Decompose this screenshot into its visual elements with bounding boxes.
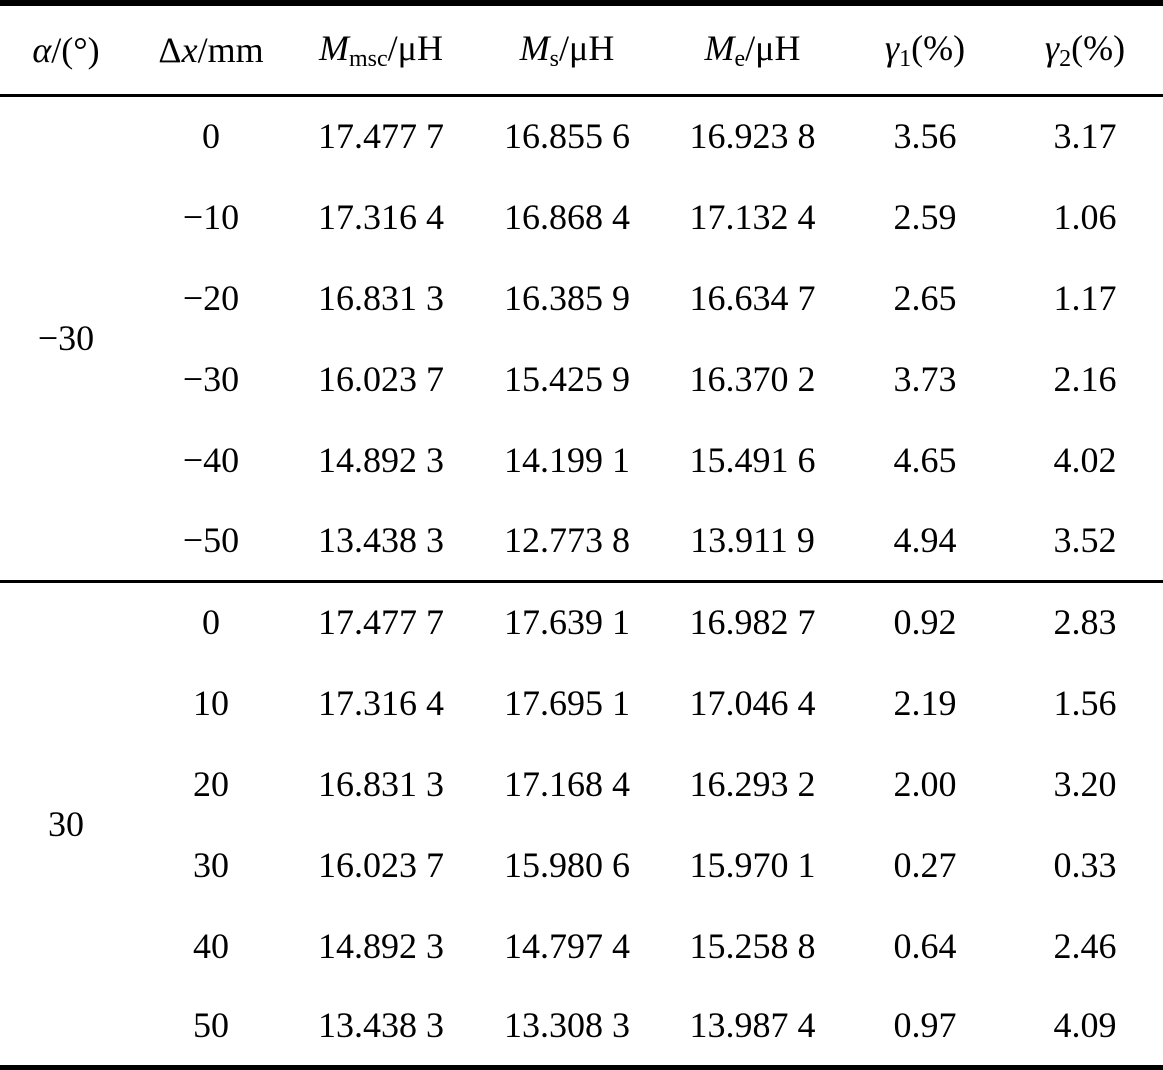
gamma-1-cell: 2.19 xyxy=(893,682,957,723)
gamma-1-cell: 3.73 xyxy=(893,358,957,399)
gamma-2-cell: 1.56 xyxy=(1053,682,1117,723)
delta-x-cell: −10 xyxy=(182,196,240,237)
group-negative: −30 0 17.477 7 16.855 6 16.923 8 3.56 3.17 −10 1… xyxy=(0,95,1163,583)
gamma-2-cell: 3.17 xyxy=(1053,116,1117,157)
m-e-cell: 16.923 8 xyxy=(689,116,816,157)
delta-x-cell: 30 xyxy=(193,844,229,885)
m-s-cell: 14.199 1 xyxy=(504,439,630,480)
gamma-1-cell: 0.97 xyxy=(843,986,1007,1070)
header-gamma-2: γ2(%) xyxy=(1007,0,1163,97)
table-row: 10 17.316 4 17.695 1 17.046 4 2.19 1.56 xyxy=(0,662,1163,743)
m-e-cell: 15.258 8 xyxy=(689,925,816,966)
gamma-2-cell: 4.09 xyxy=(1007,986,1163,1070)
gamma-1-cell: 3.56 xyxy=(893,116,957,157)
m-e-cell: 16.293 2 xyxy=(689,763,816,804)
m-s-cell: 13.308 3 xyxy=(472,986,662,1070)
table-row: 30 16.023 7 15.980 6 15.970 1 0.27 0.33 xyxy=(0,824,1163,905)
table-row: −10 17.316 4 16.868 4 17.132 4 2.59 1.06 xyxy=(0,176,1163,257)
gamma-2-cell: 1.06 xyxy=(1053,196,1117,237)
m-msc-cell: 13.438 3 xyxy=(290,500,472,583)
m-e-cell: 16.982 7 xyxy=(689,602,816,643)
gamma-2-cell: 3.52 xyxy=(1007,500,1163,583)
gamma-2-cell: 2.83 xyxy=(1053,602,1117,643)
m-e-cell: 17.132 4 xyxy=(689,196,816,237)
m-s-cell: 15.980 6 xyxy=(504,844,630,885)
delta-x-cell: 50 xyxy=(132,986,290,1070)
m-msc-cell: 14.892 3 xyxy=(318,925,444,966)
m-s-cell: 17.168 4 xyxy=(504,763,630,804)
m-msc-cell: 17.477 7 xyxy=(318,602,444,643)
m-e-cell: 15.970 1 xyxy=(689,844,816,885)
m-s-cell: 17.639 1 xyxy=(504,602,630,643)
m-msc-cell: 17.316 4 xyxy=(318,682,444,723)
m-s-cell: 16.868 4 xyxy=(504,196,630,237)
delta-x-cell: 10 xyxy=(193,682,229,723)
table-row: −30 0 17.477 7 16.855 6 16.923 8 3.56 3.17 xyxy=(0,95,1163,583)
m-e-cell: 17.046 4 xyxy=(689,682,816,723)
alpha-cell: −30 xyxy=(0,95,132,583)
m-msc-cell: 13.438 3 xyxy=(290,986,472,1070)
delta-x-cell: −50 xyxy=(132,500,290,583)
header-m-s: Ms/μH xyxy=(472,0,662,97)
m-s-cell: 12.773 8 xyxy=(472,500,662,583)
header-delta-x: Δx/mm xyxy=(132,0,290,97)
delta-x-cell: −40 xyxy=(182,439,240,480)
gamma-1-cell: 0.64 xyxy=(893,925,957,966)
m-msc-cell: 16.023 7 xyxy=(318,844,444,885)
m-msc-cell: 14.892 3 xyxy=(318,439,444,480)
delta-x-cell: −20 xyxy=(182,277,240,318)
m-s-cell: 15.425 9 xyxy=(504,358,630,399)
m-s-cell: 17.695 1 xyxy=(504,682,630,723)
table-row: −30 16.023 7 15.425 9 16.370 2 3.73 2.16 xyxy=(0,338,1163,419)
delta-x-cell: 20 xyxy=(193,763,229,804)
m-e-cell: 13.911 9 xyxy=(662,500,843,583)
m-msc-cell: 16.831 3 xyxy=(318,763,444,804)
delta-x-cell: 0 xyxy=(202,602,220,643)
m-s-cell: 16.855 6 xyxy=(504,116,630,157)
table-row: −40 14.892 3 14.199 1 15.491 6 4.65 4.02 xyxy=(0,419,1163,500)
gamma-1-cell: 4.65 xyxy=(893,439,957,480)
header-row: α/(°) Δx/mm Mmsc/μH Ms/μH Me/μH γ1(%) γ2(%) xyxy=(0,0,1163,97)
m-e-cell: 15.491 6 xyxy=(689,439,816,480)
group-positive: 30 0 17.477 7 17.639 1 16.982 7 0.92 2.83 10 17.… xyxy=(0,581,1163,1070)
m-s-cell: 14.797 4 xyxy=(504,925,630,966)
m-s-cell: 16.385 9 xyxy=(504,277,630,318)
gamma-2-cell: 1.17 xyxy=(1053,277,1117,318)
table-row: 40 14.892 3 14.797 4 15.258 8 0.64 2.46 xyxy=(0,905,1163,986)
gamma-2-cell: 4.02 xyxy=(1053,439,1117,480)
table-row: −50 13.438 3 12.773 8 13.911 9 4.94 3.52 xyxy=(0,500,1163,583)
delta-x-cell: 0 xyxy=(202,116,220,157)
delta-x-cell: 40 xyxy=(193,925,229,966)
table-row: 20 16.831 3 17.168 4 16.293 2 2.00 3.20 xyxy=(0,743,1163,824)
gamma-2-cell: 0.33 xyxy=(1053,844,1117,885)
gamma-1-cell: 0.27 xyxy=(893,844,957,885)
table-row: 30 0 17.477 7 17.639 1 16.982 7 0.92 2.83 xyxy=(0,581,1163,1070)
table-row: 50 13.438 3 13.308 3 13.987 4 0.97 4.09 xyxy=(0,986,1163,1070)
gamma-1-cell: 0.92 xyxy=(893,602,957,643)
m-e-cell: 13.987 4 xyxy=(662,986,843,1070)
gamma-1-cell: 2.00 xyxy=(893,763,957,804)
gamma-1-cell: 4.94 xyxy=(843,500,1007,583)
delta-x-cell: −30 xyxy=(182,358,240,399)
m-msc-cell: 16.023 7 xyxy=(318,358,444,399)
m-e-cell: 16.634 7 xyxy=(689,277,816,318)
header-alpha: α/(°) xyxy=(0,0,132,97)
gamma-2-cell: 3.20 xyxy=(1053,763,1117,804)
m-msc-cell: 16.831 3 xyxy=(318,277,444,318)
m-e-cell: 16.370 2 xyxy=(689,358,816,399)
m-msc-cell: 17.316 4 xyxy=(318,196,444,237)
header-m-e: Me/μH xyxy=(662,0,843,97)
gamma-1-cell: 2.59 xyxy=(893,196,957,237)
gamma-2-cell: 2.46 xyxy=(1053,925,1117,966)
table-row: −20 16.831 3 16.385 9 16.634 7 2.65 1.17 xyxy=(0,257,1163,338)
alpha-cell: 30 xyxy=(0,581,132,1070)
header-m-msc: Mmsc/μH xyxy=(290,0,472,97)
header-gamma-1: γ1(%) xyxy=(843,0,1007,97)
m-msc-cell: 17.477 7 xyxy=(318,116,444,157)
gamma-2-cell: 2.16 xyxy=(1053,358,1117,399)
gamma-1-cell: 2.65 xyxy=(893,277,957,318)
